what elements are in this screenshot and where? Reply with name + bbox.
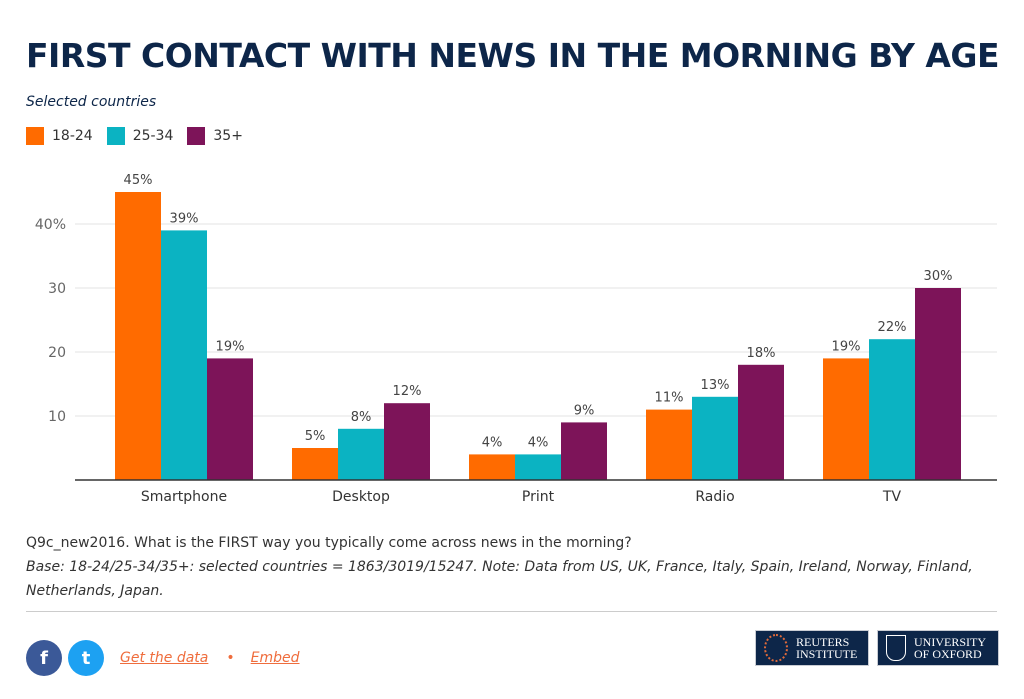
footer: f t Get the data • Embed [26, 640, 300, 676]
base-note: Base: 18-24/25-34/35+: selected countrie… [26, 559, 973, 599]
data-label: 39% [170, 211, 199, 226]
data-label: 4% [482, 435, 503, 450]
reuters-institute-logo[interactable]: REUTERS INSTITUTE [755, 630, 869, 666]
data-label: 45% [124, 173, 153, 188]
y-tick-label: 40% [35, 217, 66, 233]
x-tick-label: Desktop [332, 489, 390, 505]
data-label: 4% [528, 435, 549, 450]
bar-print-25-34 [515, 454, 561, 480]
oxford-logo[interactable]: UNIVERSITY OF OXFORD [877, 630, 999, 666]
legend-swatch [106, 127, 125, 145]
legend-item-25-34[interactable]: 25-34 [106, 127, 174, 145]
reuters-logo-text: REUTERS INSTITUTE [796, 635, 858, 661]
legend-item-35-plus[interactable]: 35+ [187, 127, 243, 145]
bar-desktop-35+ [384, 403, 430, 480]
oxford-logo-text: UNIVERSITY OF OXFORD [914, 635, 986, 661]
y-tick-label: 10 [48, 409, 66, 425]
y-tick-label: 30 [48, 281, 66, 297]
oxford-crest-icon [886, 635, 906, 661]
data-label: 8% [351, 410, 372, 425]
reuters-mark-icon [764, 634, 788, 662]
chart-title: FIRST CONTACT WITH NEWS IN THE MORNING B… [26, 36, 1000, 75]
data-label: 9% [574, 403, 595, 418]
bar-print-18-24 [469, 454, 515, 480]
bar-tv-25-34 [869, 339, 915, 480]
bar-desktop-18-24 [292, 448, 338, 480]
data-label: 13% [701, 378, 730, 393]
separator: • [226, 650, 235, 666]
legend-swatch [26, 127, 44, 145]
bar-smartphone-35+ [207, 358, 253, 480]
x-tick-label: TV [882, 489, 902, 505]
divider [26, 611, 997, 612]
data-label: 30% [924, 269, 953, 284]
bar-tv-18-24 [823, 358, 869, 480]
y-tick-label: 20 [48, 345, 66, 361]
legend-label: 18-24 [52, 128, 93, 144]
chart-subtitle: Selected countries [26, 94, 157, 110]
data-label: 22% [878, 320, 907, 335]
data-label: 5% [305, 429, 326, 444]
data-label: 19% [216, 339, 245, 354]
bar-radio-25-34 [692, 396, 738, 480]
data-label: 12% [393, 384, 422, 399]
bar-radio-18-24 [646, 409, 692, 480]
get-data-link[interactable]: Get the data [120, 650, 209, 666]
twitter-icon[interactable]: t [68, 640, 104, 676]
bar-desktop-25-34 [338, 428, 384, 480]
question-text: Q9c_new2016. What is the FIRST way you t… [26, 535, 632, 551]
x-tick-label: Print [522, 489, 555, 505]
bar-smartphone-18-24 [115, 192, 161, 480]
data-label: 18% [747, 346, 776, 361]
x-tick-label: Radio [695, 489, 734, 505]
data-label: 19% [832, 339, 861, 354]
legend-swatch [187, 127, 206, 145]
legend-item-18-24[interactable]: 18-24 [26, 127, 93, 145]
bar-print-35+ [561, 422, 607, 480]
data-label: 11% [655, 391, 684, 406]
bar-smartphone-25-34 [161, 230, 207, 480]
facebook-icon[interactable]: f [26, 640, 62, 676]
legend-label: 25-34 [132, 128, 174, 144]
chart-notes: Q9c_new2016. What is the FIRST way you t… [26, 531, 996, 603]
x-tick-label: Smartphone [141, 489, 227, 505]
legend: 18-24 25-34 35+ [26, 127, 243, 145]
bar-chart: 10 20 30 40% 45% 39% 19% Smartphone 5% 8% 12% Deskt… [35, 173, 997, 505]
bar-radio-35+ [738, 364, 784, 480]
logos: REUTERS INSTITUTE UNIVERSITY OF OXFORD [755, 630, 999, 666]
legend-label: 35+ [213, 128, 243, 144]
embed-link[interactable]: Embed [250, 650, 300, 666]
bar-tv-35+ [915, 288, 961, 480]
